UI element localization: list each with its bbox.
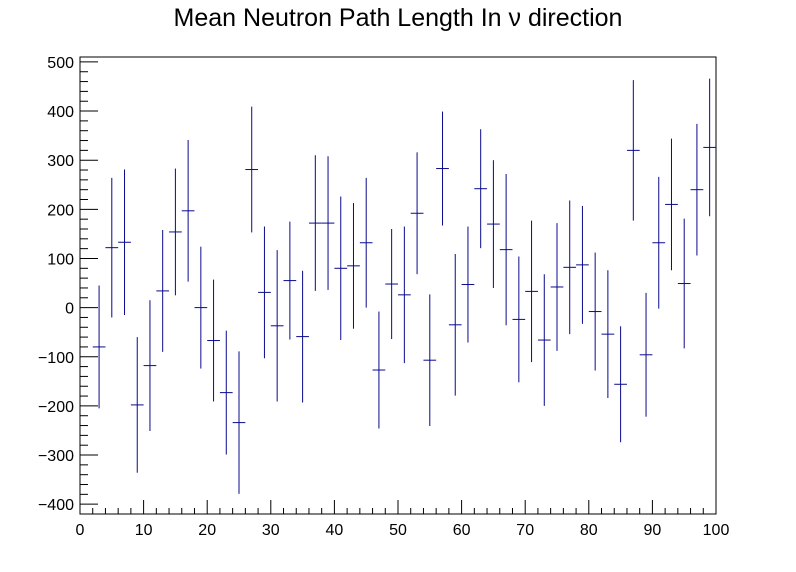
- x-tick-label: 0: [76, 522, 85, 539]
- x-tick-label: 50: [389, 522, 407, 539]
- y-tick-label: −400: [38, 497, 74, 514]
- y-tick-label: −100: [38, 350, 74, 367]
- y-tick-label: 300: [47, 153, 74, 170]
- x-tick-label: 40: [326, 522, 344, 539]
- y-tick-label: 100: [47, 251, 74, 268]
- y-tick-label: 200: [47, 202, 74, 219]
- x-tick-label: 10: [135, 522, 153, 539]
- y-tick-label: 400: [47, 104, 74, 121]
- y-tick-label: −300: [38, 448, 74, 465]
- x-tick-label: 80: [580, 522, 598, 539]
- x-tick-label: 30: [262, 522, 280, 539]
- x-tick-label: 70: [516, 522, 534, 539]
- y-tick-label: 500: [47, 55, 74, 72]
- x-tick-label: 20: [198, 522, 216, 539]
- x-tick-label: 90: [644, 522, 662, 539]
- x-tick-label: 100: [703, 522, 730, 539]
- y-tick-label: −200: [38, 399, 74, 416]
- y-tick-label: 0: [65, 301, 74, 318]
- x-tick-label: 60: [453, 522, 471, 539]
- chart-title: Mean Neutron Path Length In ν direction: [173, 4, 623, 32]
